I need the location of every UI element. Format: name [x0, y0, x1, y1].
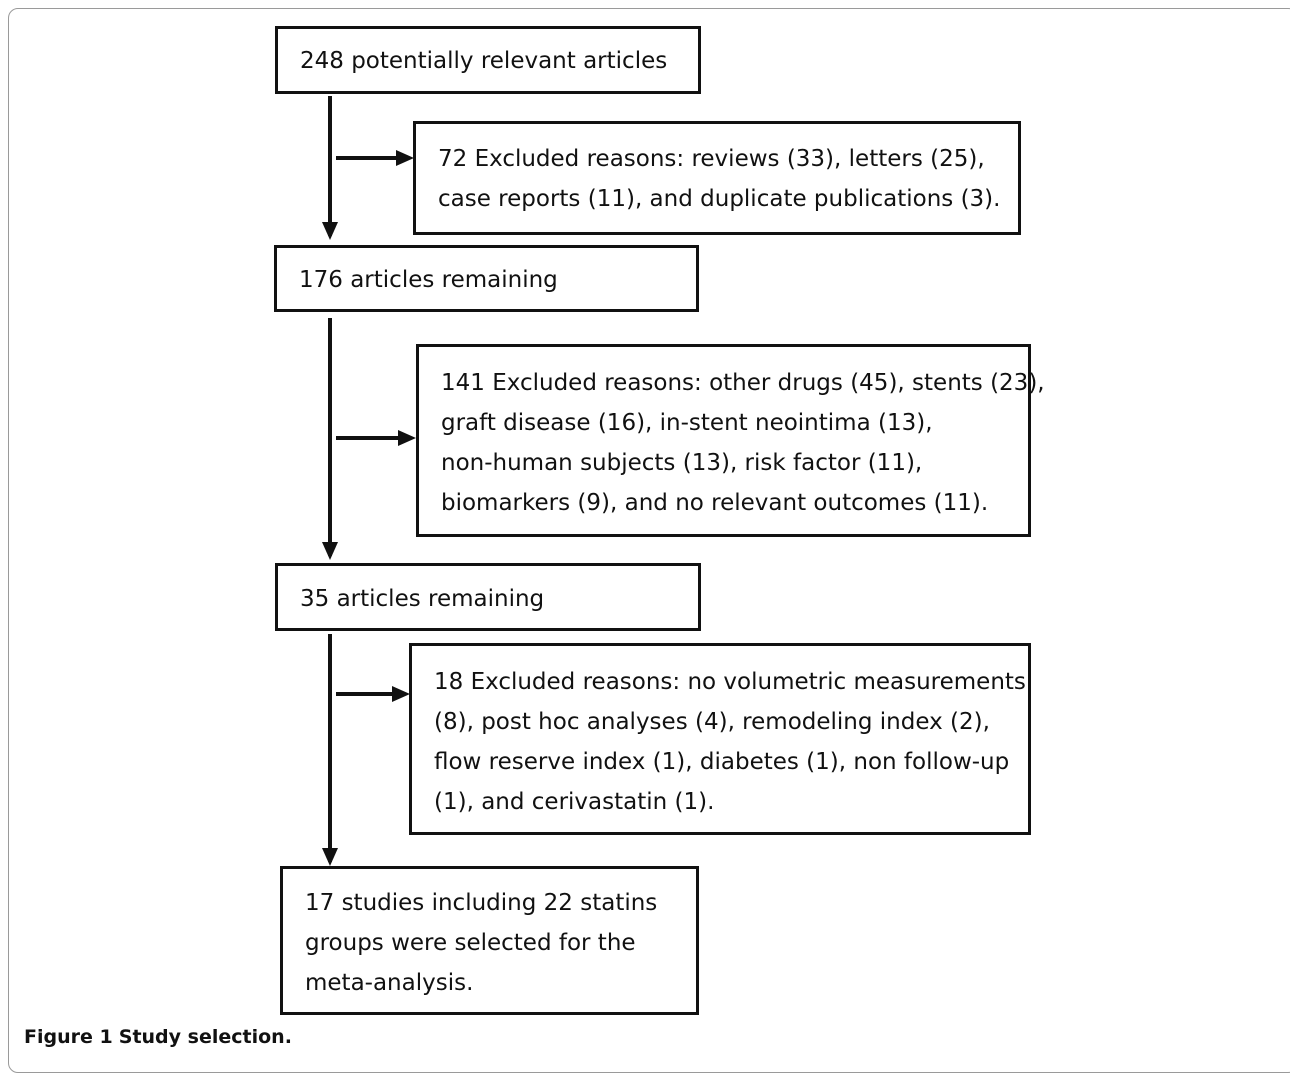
flow-arrowhead-1: [322, 222, 338, 240]
initial-articles-text: 248 potentially relevant articles: [300, 48, 668, 74]
exclusion-2-line-2: graft disease (16), in-stent neointima (…: [441, 410, 933, 436]
exclusion-box-3: 18 Excluded reasons: no volumetric measu…: [409, 643, 1031, 835]
exclusion-3-line-1: 18 Excluded reasons: no volumetric measu…: [434, 669, 1026, 695]
exclusion-1-line-1: 72 Excluded reasons: reviews (33), lette…: [438, 146, 985, 172]
exclusion-2-line-1: 141 Excluded reasons: other drugs (45), …: [441, 370, 1045, 396]
exclusion-box-2: 141 Excluded reasons: other drugs (45), …: [416, 344, 1045, 537]
exclusion-arrowhead-1: [396, 150, 414, 166]
flow-arrowhead-2: [322, 542, 338, 560]
selected-studies-box: 17 studies including 22 statins groups w…: [280, 866, 699, 1015]
exclusion-3-line-4: (1), and cerivastatin (1).: [434, 789, 715, 815]
selected-studies-line-1: 17 studies including 22 statins: [305, 890, 658, 916]
selected-studies-line-3: meta-analysis.: [305, 970, 474, 996]
exclusion-arrowhead-3: [392, 686, 410, 702]
remaining-articles-box-1: 176 articles remaining: [274, 245, 699, 312]
remaining-articles-2-text: 35 articles remaining: [300, 586, 545, 612]
remaining-articles-1-text: 176 articles remaining: [299, 267, 558, 293]
exclusion-1-line-2: case reports (11), and duplicate publica…: [438, 186, 1001, 212]
figure-caption-text: Study selection.: [118, 1026, 292, 1048]
selected-studies-line-2: groups were selected for the: [305, 930, 636, 956]
exclusion-3-line-2: (8), post hoc analyses (4), remodeling i…: [434, 709, 990, 735]
exclusion-arrowhead-2: [398, 430, 416, 446]
exclusion-box-1: 72 Excluded reasons: reviews (33), lette…: [413, 121, 1021, 235]
flow-arrowhead-3: [322, 848, 338, 866]
exclusion-2-line-3: non-human subjects (13), risk factor (11…: [441, 450, 923, 476]
exclusion-3-line-3: flow reserve index (1), diabetes (1), no…: [434, 749, 1010, 775]
figure-label: Figure 1: [24, 1026, 113, 1048]
figure-caption: Figure 1 Study selection.: [24, 1026, 292, 1048]
initial-articles-box: 248 potentially relevant articles: [275, 26, 701, 94]
exclusion-2-line-4: biomarkers (9), and no relevant outcomes…: [441, 490, 989, 516]
remaining-articles-box-2: 35 articles remaining: [275, 563, 701, 631]
